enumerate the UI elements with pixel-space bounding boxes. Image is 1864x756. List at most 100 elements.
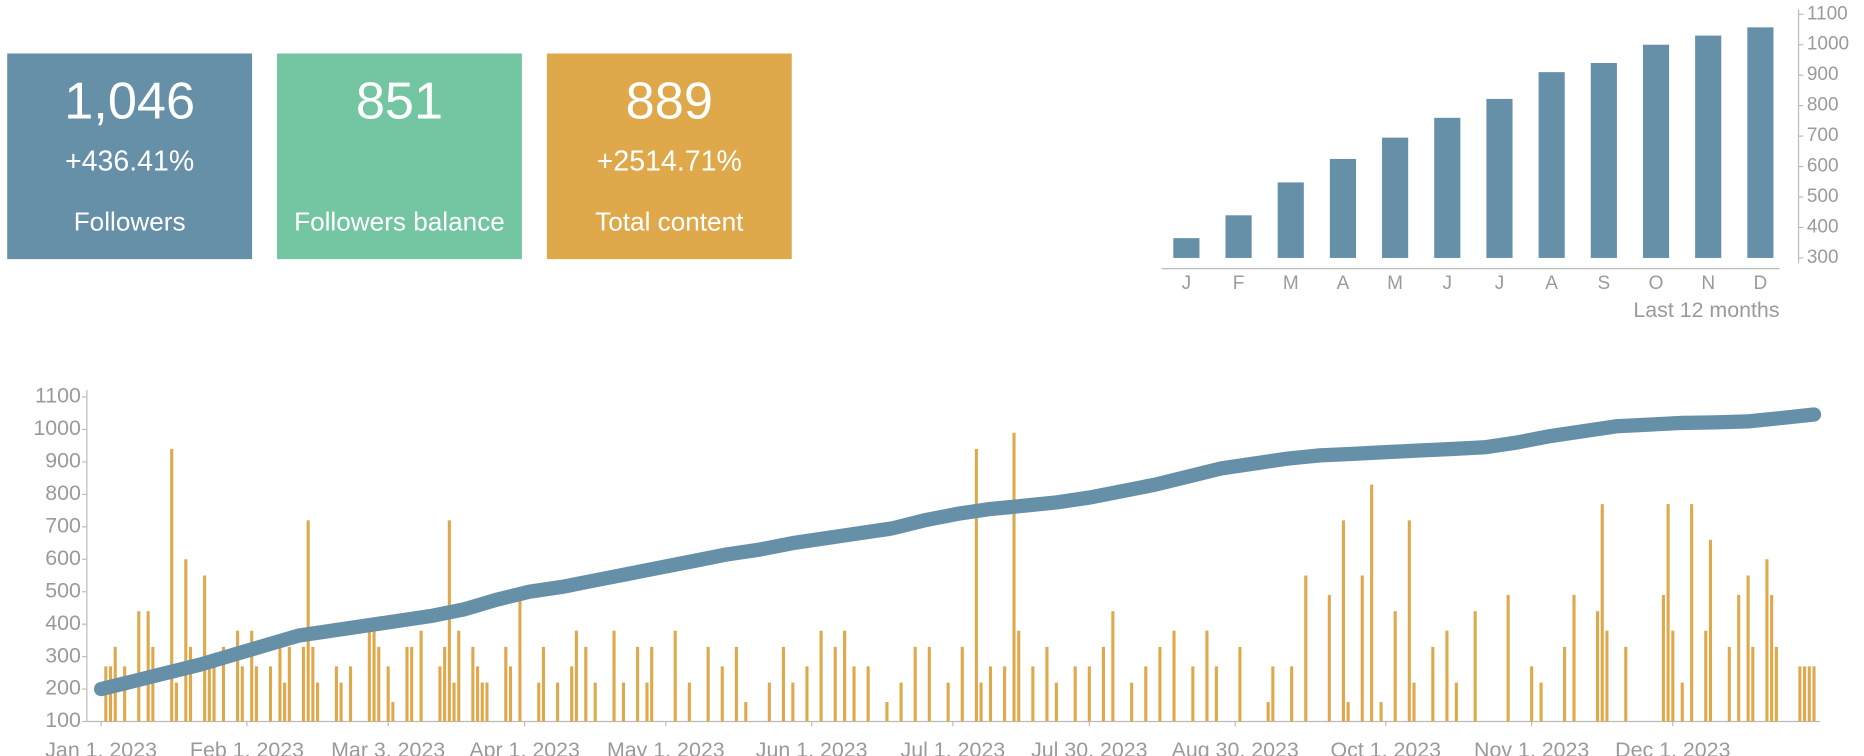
x-tick-label: Mar 3, 2023 [331, 738, 445, 756]
content-bar [1661, 594, 1665, 722]
y-tick-label: 300 [1807, 247, 1839, 268]
content-bar [1530, 666, 1534, 722]
x-tick-label: M [1283, 273, 1299, 294]
content-bar [1563, 646, 1567, 722]
content-bar [146, 611, 150, 722]
content-bar [452, 682, 456, 722]
content-bar [137, 611, 141, 722]
content-bar [1111, 611, 1115, 722]
content-bar [593, 682, 597, 722]
content-bar [1605, 630, 1609, 722]
bar [1590, 63, 1617, 258]
content-bar [1454, 682, 1458, 722]
bar [1538, 72, 1565, 258]
card-label: Total content [595, 206, 744, 236]
content-bar [1539, 682, 1543, 722]
content-bar [570, 666, 574, 722]
chart-caption: Last 12 months [1633, 298, 1779, 322]
x-tick-label: May 1, 2023 [607, 738, 725, 756]
x-tick-label: F [1233, 273, 1245, 294]
content-bar [391, 702, 395, 722]
content-bar [457, 630, 461, 722]
content-bar [1431, 646, 1435, 722]
content-bar [151, 646, 155, 722]
content-bar [377, 646, 381, 722]
content-bar [184, 559, 188, 722]
content-bar [174, 682, 178, 722]
content-bar [1017, 630, 1021, 722]
x-tick-label: A [1545, 273, 1558, 294]
content-bar [1346, 702, 1350, 722]
bar [1173, 238, 1200, 258]
x-tick-label: Jul 30, 2023 [1031, 738, 1147, 756]
content-bar [1214, 666, 1218, 722]
y-tick-label: 700 [1807, 125, 1839, 146]
y-tick-label: 100 [45, 708, 81, 732]
content-bar [236, 630, 240, 722]
content-bar [306, 520, 310, 722]
content-bar [1746, 575, 1750, 722]
content-bar [1238, 646, 1242, 722]
content-bar [1073, 666, 1077, 722]
content-bar [1271, 666, 1275, 722]
bar [1434, 117, 1461, 258]
card-label: Followers balance [294, 206, 505, 236]
x-tick-label: D [1754, 273, 1768, 294]
content-bar [1370, 484, 1374, 722]
y-tick-label: 300 [45, 643, 81, 667]
content-bar [316, 682, 320, 722]
y-tick-label: 700 [45, 513, 81, 537]
content-bar [1205, 630, 1209, 722]
content-bar [123, 666, 127, 722]
content-bar [927, 646, 931, 722]
content-bar [1765, 559, 1769, 722]
content-bar [1774, 646, 1778, 722]
content-bar [170, 448, 174, 722]
content-bar [1680, 682, 1684, 722]
content-bar [518, 594, 522, 722]
content-bar [1054, 682, 1058, 722]
content-bar [283, 682, 287, 722]
content-bar [372, 630, 376, 722]
content-bar [913, 646, 917, 722]
content-bar [1172, 630, 1176, 722]
content-bar [1045, 646, 1049, 722]
content-bar [584, 646, 588, 722]
bar [1747, 27, 1774, 258]
content-bar [1360, 575, 1364, 722]
content-bar [988, 666, 993, 722]
content-bar [447, 520, 451, 722]
content-bar [767, 682, 771, 722]
content-bar [1690, 504, 1694, 722]
content-bar [1144, 666, 1148, 722]
content-bar [734, 646, 738, 722]
content-bar [1445, 630, 1449, 722]
content-bar [268, 666, 273, 722]
content-bar [852, 666, 856, 722]
content-bar [203, 575, 207, 722]
content-bar [833, 646, 837, 722]
x-tick-label: O [1649, 273, 1664, 294]
stat-card: 889 +2514.71% Total content [546, 53, 792, 260]
content-bar [1671, 630, 1675, 722]
content-bar [207, 666, 211, 722]
content-bar [1803, 666, 1807, 722]
y-tick-label: 900 [45, 449, 81, 473]
content-bar [1506, 594, 1510, 722]
y-tick-label: 200 [45, 676, 81, 700]
y-tick-label: 1000 [1807, 34, 1849, 55]
content-bar [1751, 646, 1755, 722]
content-bar [1708, 539, 1713, 722]
content-bar [1704, 630, 1708, 722]
bar [1382, 137, 1409, 258]
bar [1642, 44, 1670, 258]
x-tick-label: Jan 1, 2023 [45, 738, 157, 756]
content-bar [1341, 520, 1345, 722]
content-bar [1473, 611, 1477, 722]
x-tick-label: J [1182, 273, 1192, 294]
card-value: 889 [626, 72, 713, 130]
content-bar [1770, 594, 1774, 722]
content-bar [1327, 594, 1331, 722]
content-bar [1003, 666, 1007, 722]
